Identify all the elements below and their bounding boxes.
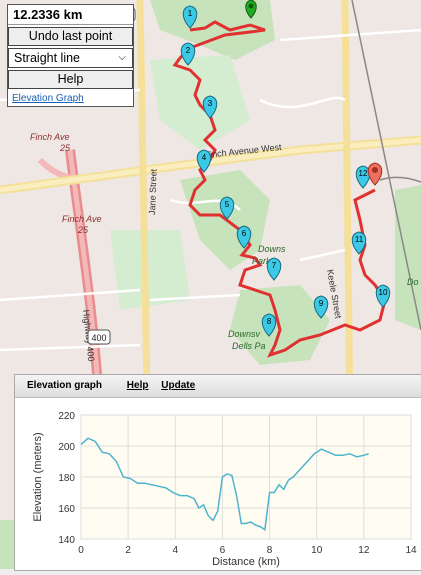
elevation-update-link[interactable]: Update [161, 380, 196, 391]
label-jane-street: Jane Street [147, 168, 159, 215]
route-marker-6[interactable]: 6 [236, 225, 252, 249]
x-tick-labels: 0 2 4 6 8 10 12 14 [78, 545, 417, 556]
undo-button[interactable]: Undo last point [8, 27, 133, 46]
label-finch-ave-mid: Finch Ave 25 [62, 214, 102, 235]
svg-text:6: 6 [242, 229, 247, 238]
elevation-series-line [80, 437, 369, 531]
help-button[interactable]: Help [8, 70, 133, 89]
y-tick-labels: 140 160 180 200 220 [58, 411, 75, 546]
svg-text:1: 1 [188, 9, 193, 18]
y-tick-label: 220 [58, 411, 75, 422]
elevation-chart: 0 2 4 6 8 10 12 14 140 160 180 200 220 Distance (km… [32, 411, 417, 568]
route-marker-12[interactable]: 12 [355, 165, 371, 189]
svg-text:10: 10 [379, 288, 388, 297]
svg-text:7: 7 [272, 261, 277, 270]
finch-avenue-inner [0, 137, 421, 193]
route-marker-8[interactable]: 8 [261, 313, 277, 337]
shield-400: 400 [87, 329, 111, 345]
y-tick-label: 180 [58, 473, 75, 484]
elevation-panel-title: Elevation graph [27, 380, 103, 391]
distance-readout: 12.2336 km [8, 5, 133, 25]
x-tick-label: 2 [125, 545, 131, 556]
end-marker[interactable] [367, 162, 383, 186]
svg-text:3: 3 [208, 99, 213, 108]
svg-text:400: 400 [91, 333, 106, 343]
svg-text:8: 8 [267, 317, 272, 326]
svg-text:9: 9 [319, 299, 324, 308]
route-marker-5[interactable]: 5 [219, 196, 235, 220]
elevation-graph-link[interactable]: Elevation Graph [12, 93, 84, 104]
route-marker-7[interactable]: 7 [266, 257, 282, 281]
label-downs: Downs [258, 244, 286, 254]
route-marker-10[interactable]: 10 [375, 284, 391, 308]
route-marker-9[interactable]: 9 [313, 295, 329, 319]
svg-text:4: 4 [202, 153, 207, 162]
y-axis-label: Elevation (meters) [32, 432, 44, 521]
route-marker-3[interactable]: 3 [202, 95, 218, 119]
x-tick-label: 14 [405, 545, 417, 556]
measurement-panel: 12.2336 km Undo last point Straight line… [7, 4, 134, 107]
rail-spur [379, 176, 421, 183]
label-park: Park [252, 256, 271, 266]
elevation-panel-header: Elevation graph Help Update [15, 375, 421, 398]
y-tick-label: 140 [58, 535, 75, 546]
route-marker-2[interactable]: 2 [180, 42, 196, 66]
chevron-down-icon: ⌵ [118, 52, 126, 63]
x-tick-label: 10 [311, 545, 323, 556]
label-downsview: Downsv [228, 329, 261, 339]
chart-grid [80, 414, 412, 540]
x-tick-label: 8 [267, 545, 273, 556]
line-mode-value: Straight line [14, 51, 81, 65]
keele-street-road [341, 0, 354, 421]
x-tick-label: 6 [220, 545, 226, 556]
line-mode-select[interactable]: Straight line ⌵ [8, 48, 133, 68]
elevation-panel: Elevation graph Help Update 0 2 4 6 8 10 12 14 … [14, 374, 421, 571]
svg-text:12: 12 [359, 169, 368, 178]
x-tick-label: 12 [358, 545, 370, 556]
label-finch-ave-left: Finch Ave 25 [30, 132, 71, 153]
elevation-help-link[interactable]: Help [126, 380, 149, 391]
label-dells-park: Dells Pa [232, 341, 266, 351]
svg-text:5: 5 [225, 200, 230, 209]
x-tick-label: 0 [78, 545, 84, 556]
label-right-do: Do [407, 277, 419, 287]
route-marker-11[interactable]: 11 [351, 231, 367, 255]
svg-text:11: 11 [355, 235, 364, 244]
y-tick-label: 160 [58, 504, 75, 515]
svg-text:2: 2 [186, 46, 191, 55]
rail-line [351, 0, 421, 331]
x-axis-label: Distance (km) [212, 556, 280, 568]
y-tick-label: 200 [58, 442, 75, 453]
start-marker[interactable] [245, 0, 257, 19]
x-tick-label: 4 [173, 545, 179, 556]
route-marker-1[interactable]: 1 [182, 5, 198, 29]
route-marker-4[interactable]: 4 [196, 149, 212, 173]
